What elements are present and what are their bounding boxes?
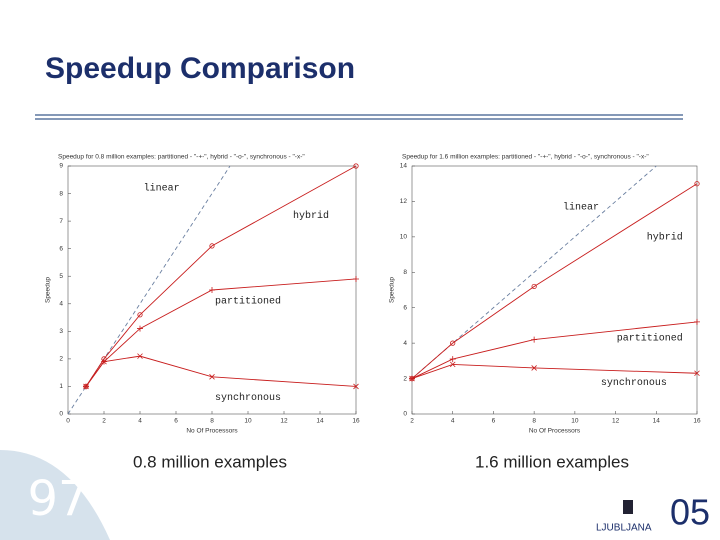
y-tick-label: 0 <box>403 411 407 418</box>
marker <box>101 358 107 365</box>
marker <box>694 318 700 325</box>
series-label: synchronous <box>215 392 281 404</box>
x-tick-label: 12 <box>612 418 620 425</box>
series-label: linear <box>563 201 599 213</box>
series-label: partitioned <box>215 296 281 308</box>
chart-title: Speedup for 0.8 million examples: partit… <box>58 154 305 161</box>
y-tick-label: 12 <box>400 198 408 205</box>
logo-year: 05 <box>670 492 710 533</box>
x-tick-label: 8 <box>210 418 214 425</box>
y-tick-label: 4 <box>59 300 63 307</box>
y-tick-label: 6 <box>59 245 63 252</box>
x-tick-label: 6 <box>492 418 496 425</box>
x-axis-label: No Of Processors <box>186 428 238 435</box>
x-tick-label: 0 <box>66 418 70 425</box>
marker <box>83 383 89 390</box>
marker <box>449 356 456 363</box>
slide-number: 97 <box>27 471 88 527</box>
y-tick-label: 9 <box>59 163 63 170</box>
y-tick-label: 0 <box>59 411 63 418</box>
x-tick-label: 16 <box>352 418 360 425</box>
marker <box>353 163 359 169</box>
x-tick-label: 14 <box>316 418 324 425</box>
series-label: synchronous <box>601 377 667 389</box>
marker <box>531 365 537 371</box>
marker <box>137 353 143 359</box>
marker <box>209 287 215 293</box>
marker <box>531 336 538 343</box>
marker <box>353 275 359 282</box>
slide-title: Speedup Comparison <box>45 52 355 85</box>
series-label: hybrid <box>647 231 683 243</box>
logo-city: LJUBLJANA <box>596 523 652 534</box>
x-tick-label: 4 <box>451 418 455 425</box>
y-tick-label: 2 <box>59 356 63 363</box>
x-tick-label: 2 <box>410 418 414 425</box>
series-line <box>411 183 698 379</box>
y-tick-label: 8 <box>403 269 407 276</box>
x-tick-label: 14 <box>653 418 661 425</box>
marker <box>209 243 215 249</box>
x-tick-label: 16 <box>693 418 701 425</box>
series-line <box>85 355 357 387</box>
series-label: hybrid <box>293 210 329 222</box>
x-tick-label: 10 <box>244 418 252 425</box>
chart-title: Speedup for 1.6 million examples: partit… <box>402 154 649 161</box>
marker <box>209 374 215 380</box>
x-tick-label: 2 <box>102 418 106 425</box>
plot-area <box>411 165 698 415</box>
y-tick-label: 14 <box>400 163 408 170</box>
caption: 1.6 million examples <box>475 452 629 471</box>
y-axis-label: Speedup <box>45 277 52 303</box>
series-label: linear <box>144 183 180 195</box>
caption: 0.8 million examples <box>133 452 287 471</box>
x-axis-label: No Of Processors <box>529 428 581 435</box>
marker <box>531 283 537 290</box>
marker <box>450 340 456 346</box>
x-tick-label: 4 <box>138 418 142 425</box>
marker <box>694 181 700 187</box>
x-tick-label: 6 <box>174 418 178 425</box>
marker <box>449 361 456 368</box>
y-tick-label: 6 <box>403 304 407 311</box>
y-tick-label: 2 <box>403 375 407 382</box>
x-tick-label: 8 <box>532 418 536 425</box>
logo-mark <box>623 500 633 514</box>
x-tick-label: 12 <box>280 418 288 425</box>
y-axis-label: Speedup <box>389 277 396 303</box>
series-line <box>85 278 357 387</box>
y-tick-label: 10 <box>400 234 408 241</box>
series-line <box>411 165 657 379</box>
marker <box>137 312 143 318</box>
series-line <box>85 165 357 387</box>
y-tick-label: 8 <box>59 190 63 197</box>
x-tick-label: 10 <box>571 418 579 425</box>
corner-shape <box>0 450 110 540</box>
series-line <box>411 363 698 379</box>
marker <box>694 370 700 377</box>
marker <box>137 325 143 332</box>
y-tick-label: 3 <box>59 328 63 335</box>
series-label: partitioned <box>617 332 683 344</box>
series-line <box>411 321 698 379</box>
marker <box>353 383 359 390</box>
y-tick-label: 5 <box>59 273 63 280</box>
y-tick-label: 7 <box>59 218 63 225</box>
marker <box>409 375 415 382</box>
y-tick-label: 1 <box>59 383 63 390</box>
y-tick-label: 4 <box>403 340 407 347</box>
